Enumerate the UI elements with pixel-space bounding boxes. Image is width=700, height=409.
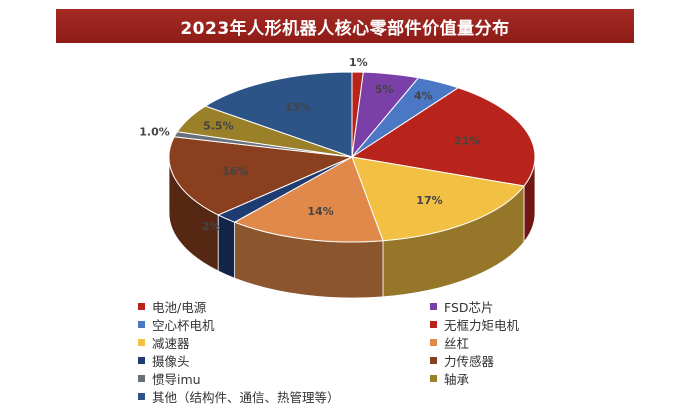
legend-item: 摄像头	[138, 352, 430, 369]
pie-slice-side-6	[217, 214, 236, 279]
legend-swatch	[138, 375, 145, 382]
legend-swatch	[138, 303, 145, 310]
legend-item: FSD芯片	[430, 298, 580, 315]
legend-swatch	[430, 375, 437, 382]
pie-slice-10	[204, 71, 353, 158]
legend-label: 惯导imu	[152, 372, 201, 387]
legend-item: 惯导imu	[138, 370, 430, 387]
legend-item: 减速器	[138, 334, 430, 351]
data-label-4: 17%	[416, 194, 442, 207]
data-label-7: 16%	[222, 165, 248, 178]
legend-item: 轴承	[430, 370, 580, 387]
data-label-6: 2%	[202, 220, 221, 233]
legend-item: 其他（结构件、通信、热管理等）	[138, 388, 430, 405]
legend-swatch	[430, 321, 437, 328]
legend-swatch	[430, 303, 437, 310]
legend-label: 电池/电源	[152, 300, 207, 315]
legend-swatch	[138, 339, 145, 346]
legend-label: 减速器	[152, 336, 190, 351]
legend-label: 力传感器	[444, 354, 495, 369]
pie-chart: 1% 5% 4% 21% 17% 14% 2% 16% 1.0% 5.5% 15%	[139, 56, 536, 299]
legend-label: 其他（结构件、通信、热管理等）	[152, 390, 340, 405]
legend-swatch	[138, 357, 145, 364]
legend-swatch	[430, 339, 437, 346]
data-label-8: 1.0%	[139, 126, 170, 139]
legend-label: 丝杠	[444, 336, 470, 351]
legend-swatch	[138, 393, 145, 400]
legend-label: FSD芯片	[444, 300, 494, 315]
legend-item: 力传感器	[430, 352, 580, 369]
legend-item: 无框力矩电机	[430, 316, 580, 333]
legend-item: 空心杯电机	[138, 316, 430, 333]
data-label-0: 1%	[349, 56, 368, 69]
pie-slice-7	[168, 136, 354, 216]
chart-title-bar: 2023年人形机器人核心零部件价值量分布	[56, 9, 634, 43]
legend-swatch	[138, 321, 145, 328]
pie-slice-4	[351, 156, 525, 242]
data-label-9: 5.5%	[203, 119, 234, 132]
data-label-3: 21%	[454, 134, 480, 147]
pie-slice-5	[233, 156, 384, 243]
legend-swatch	[430, 357, 437, 364]
legend-label: 无框力矩电机	[444, 318, 520, 333]
data-label-5: 14%	[307, 205, 333, 218]
legend-item: 丝杠	[430, 334, 580, 351]
data-label-1: 5%	[375, 83, 394, 96]
pie-slice-3	[350, 87, 536, 187]
legend-label: 空心杯电机	[152, 318, 215, 333]
chart-title: 2023年人形机器人核心零部件价值量分布	[180, 18, 510, 39]
data-label-2: 4%	[414, 90, 433, 103]
legend-item: 电池/电源	[138, 298, 430, 315]
legend: 电池/电源 FSD芯片空心杯电机 无框力矩电机减速器 丝杠摄像头 力传感器惯导imu 轴承…	[138, 298, 578, 405]
legend-label: 轴承	[444, 372, 470, 387]
data-label-10: 15%	[285, 101, 311, 114]
legend-label: 摄像头	[152, 354, 190, 369]
